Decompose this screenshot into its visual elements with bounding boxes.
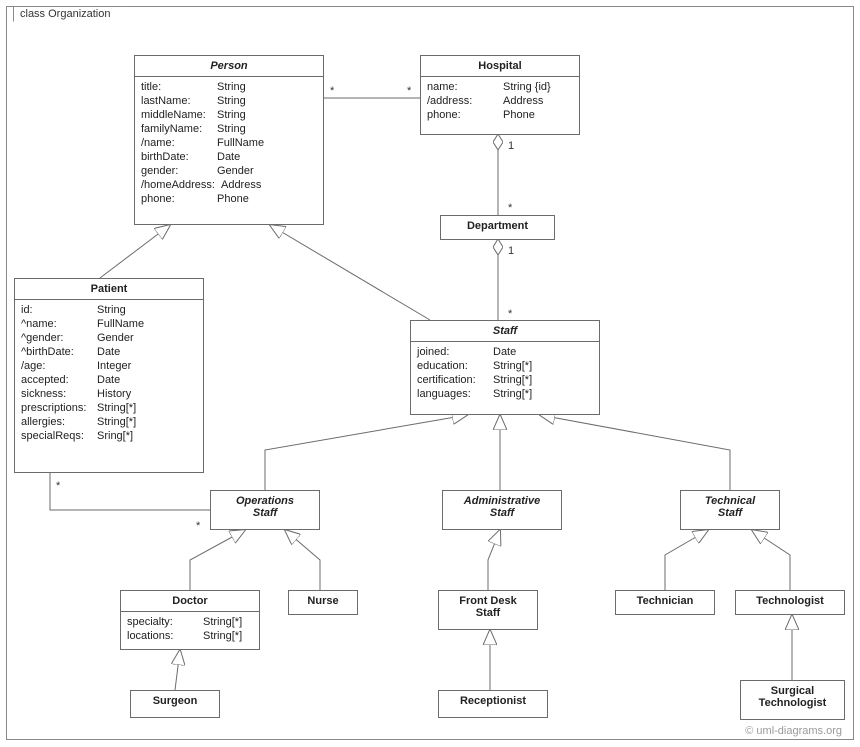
class-title: Hospital (421, 56, 579, 77)
attr-row: middleName:String (141, 108, 317, 122)
class-hospital: Hospital name:String {id}/address:Addres… (420, 55, 580, 135)
watermark: © uml-diagrams.org (745, 725, 842, 737)
attr-row: /address:Address (427, 94, 573, 108)
class-technologist: Technologist (735, 590, 845, 615)
multiplicity: 1 (508, 245, 514, 257)
attr-row: education:String[*] (417, 359, 593, 373)
attr-row: phone:Phone (141, 192, 317, 206)
attr-row: name:String {id} (427, 80, 573, 94)
class-attrs: joined:Dateeducation:String[*]certificat… (411, 342, 599, 405)
class-department: Department (440, 215, 555, 240)
class-nurse: Nurse (288, 590, 358, 615)
class-title: Doctor (121, 591, 259, 612)
class-title: Administrative Staff (443, 491, 561, 523)
class-title: Operations Staff (211, 491, 319, 523)
attr-row: /homeAddress:Address (141, 178, 317, 192)
attr-row: allergies:String[*] (21, 415, 197, 429)
class-front-desk-staff: Front Desk Staff (438, 590, 538, 630)
attr-row: languages:String[*] (417, 387, 593, 401)
attr-row: ^name:FullName (21, 317, 197, 331)
class-title: Person (135, 56, 323, 77)
class-doctor: Doctor specialty:String[*]locations:Stri… (120, 590, 260, 650)
attr-row: joined:Date (417, 345, 593, 359)
multiplicity: * (330, 85, 334, 97)
attr-row: /age:Integer (21, 359, 197, 373)
class-surgeon: Surgeon (130, 690, 220, 718)
multiplicity: * (407, 85, 411, 97)
class-administrative-staff: Administrative Staff (442, 490, 562, 530)
class-surgical-technologist: Surgical Technologist (740, 680, 845, 720)
class-title: Nurse (289, 591, 357, 611)
attr-row: title:String (141, 80, 317, 94)
attr-row: familyName:String (141, 122, 317, 136)
attr-row: /name:FullName (141, 136, 317, 150)
class-attrs: id:String^name:FullName^gender:Gender^bi… (15, 300, 203, 447)
multiplicity: 1 (508, 140, 514, 152)
class-technician: Technician (615, 590, 715, 615)
class-attrs: title:StringlastName:StringmiddleName:St… (135, 77, 323, 210)
class-technical-staff: Technical Staff (680, 490, 780, 530)
attr-row: prescriptions:String[*] (21, 401, 197, 415)
class-patient: Patient id:String^name:FullName^gender:G… (14, 278, 204, 473)
class-title: Patient (15, 279, 203, 300)
class-title: Technical Staff (681, 491, 779, 523)
class-title: Staff (411, 321, 599, 342)
attr-row: ^gender:Gender (21, 331, 197, 345)
class-title: Technician (616, 591, 714, 611)
attr-row: locations:String[*] (127, 629, 253, 643)
class-attrs: name:String {id}/address:Addressphone:Ph… (421, 77, 579, 126)
attr-row: phone:Phone (427, 108, 573, 122)
attr-row: accepted:Date (21, 373, 197, 387)
multiplicity: * (508, 202, 512, 214)
attr-row: certification:String[*] (417, 373, 593, 387)
class-title: Surgical Technologist (741, 681, 844, 713)
class-title: Department (441, 216, 554, 236)
attr-row: sickness:History (21, 387, 197, 401)
attr-row: id:String (21, 303, 197, 317)
class-receptionist: Receptionist (438, 690, 548, 718)
attr-row: specialReqs:Sring[*] (21, 429, 197, 443)
attr-row: gender:Gender (141, 164, 317, 178)
class-title: Technologist (736, 591, 844, 611)
class-title: Front Desk Staff (439, 591, 537, 623)
multiplicity: * (508, 308, 512, 320)
attr-row: specialty:String[*] (127, 615, 253, 629)
class-attrs: specialty:String[*]locations:String[*] (121, 612, 259, 647)
multiplicity: * (196, 520, 200, 532)
class-title: Surgeon (131, 691, 219, 711)
class-staff: Staff joined:Dateeducation:String[*]cert… (410, 320, 600, 415)
attr-row: lastName:String (141, 94, 317, 108)
class-operations-staff: Operations Staff (210, 490, 320, 530)
attr-row: birthDate:Date (141, 150, 317, 164)
frame-title: class Organization (13, 6, 122, 22)
class-person: Person title:StringlastName:Stringmiddle… (134, 55, 324, 225)
multiplicity: * (56, 480, 60, 492)
class-title: Receptionist (439, 691, 547, 711)
uml-canvas: class Organization Person title:Stringla… (0, 0, 860, 747)
attr-row: ^birthDate:Date (21, 345, 197, 359)
